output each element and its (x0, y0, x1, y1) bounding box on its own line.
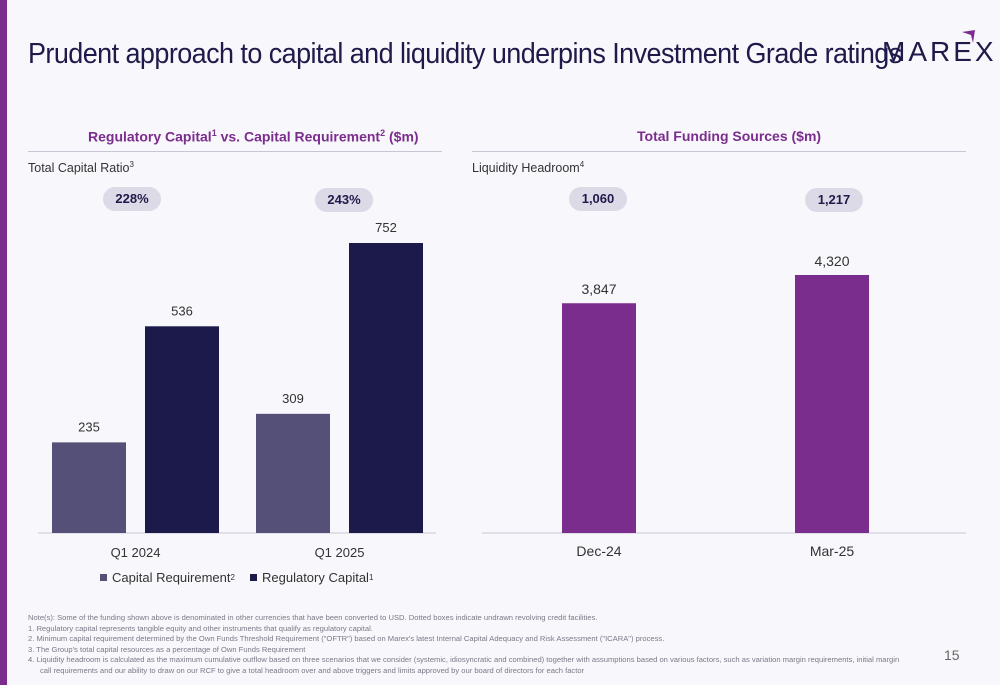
total-capital-ratio-label: Total Capital Ratio3 (28, 160, 134, 176)
headroom-pill-mar-25: 1,217 (805, 188, 863, 212)
bar-capital-requirement-q1-2024 (52, 442, 126, 533)
page-number: 15 (944, 647, 960, 663)
bar-value-label: 752 (375, 220, 397, 235)
footnote-line: 3. The Group's total capital resources a… (28, 644, 306, 654)
footnote-line: call requirements and our ability to dra… (40, 665, 585, 675)
bar-value-label: 4,320 (814, 253, 849, 269)
left-panel-title: Regulatory Capital1 vs. Capital Requirem… (88, 128, 419, 145)
footnote-line: 4. Liquidity headroom is calculated as t… (28, 655, 900, 665)
capital-ratio-pill-q1-2025: 243% (315, 188, 373, 212)
logo-mark-icon (962, 30, 975, 43)
accent-bar (0, 0, 7, 685)
x-tick-label: Q1 2024 (111, 545, 161, 560)
legend-swatch-regulatory-capital (250, 574, 257, 581)
footnote-line: 1. Regulatory capital represents tangibl… (28, 623, 373, 633)
footnote-line: Note(s): Some of the funding shown above… (28, 613, 598, 622)
bar-regulatory-capital-q1-2024 (145, 326, 219, 533)
bar-regulatory-capital-q1-2025 (349, 243, 423, 533)
bar-funding-mar-25 (795, 275, 869, 533)
marex-logo: MAREX (882, 36, 997, 67)
bar-value-label: 235 (78, 419, 100, 434)
right-panel-rule (472, 151, 966, 152)
x-tick-label: Dec-24 (576, 543, 621, 559)
page-title: Prudent approach to capital and liquidit… (28, 38, 902, 70)
legend-capital-requirement: Capital Requirement 2 (100, 570, 235, 585)
bar-funding-dec-24 (562, 303, 636, 533)
capital-ratio-pill-q1-2024: 228% (103, 187, 161, 211)
x-tick-label: Q1 2025 (315, 545, 365, 560)
headroom-pill-dec-24: 1,060 (569, 187, 627, 211)
legend-swatch-capital-requirement (100, 574, 107, 581)
x-tick-label: Mar-25 (810, 543, 855, 559)
bar-value-label: 3,847 (581, 281, 616, 297)
liquidity-headroom-label: Liquidity Headroom4 (472, 160, 585, 176)
footnotes: Note(s): Some of the funding shown above… (28, 613, 928, 677)
bar-capital-requirement-q1-2025 (256, 413, 330, 533)
left-panel-rule (28, 151, 442, 152)
legend-regulatory-capital: Regulatory Capital 1 (250, 570, 373, 585)
bar-value-label: 309 (282, 391, 304, 406)
bar-value-label: 536 (171, 303, 193, 318)
right-panel-title: Total Funding Sources ($m) (637, 128, 822, 144)
footnote-line: 2. Minimum capital requirement determine… (28, 634, 665, 644)
